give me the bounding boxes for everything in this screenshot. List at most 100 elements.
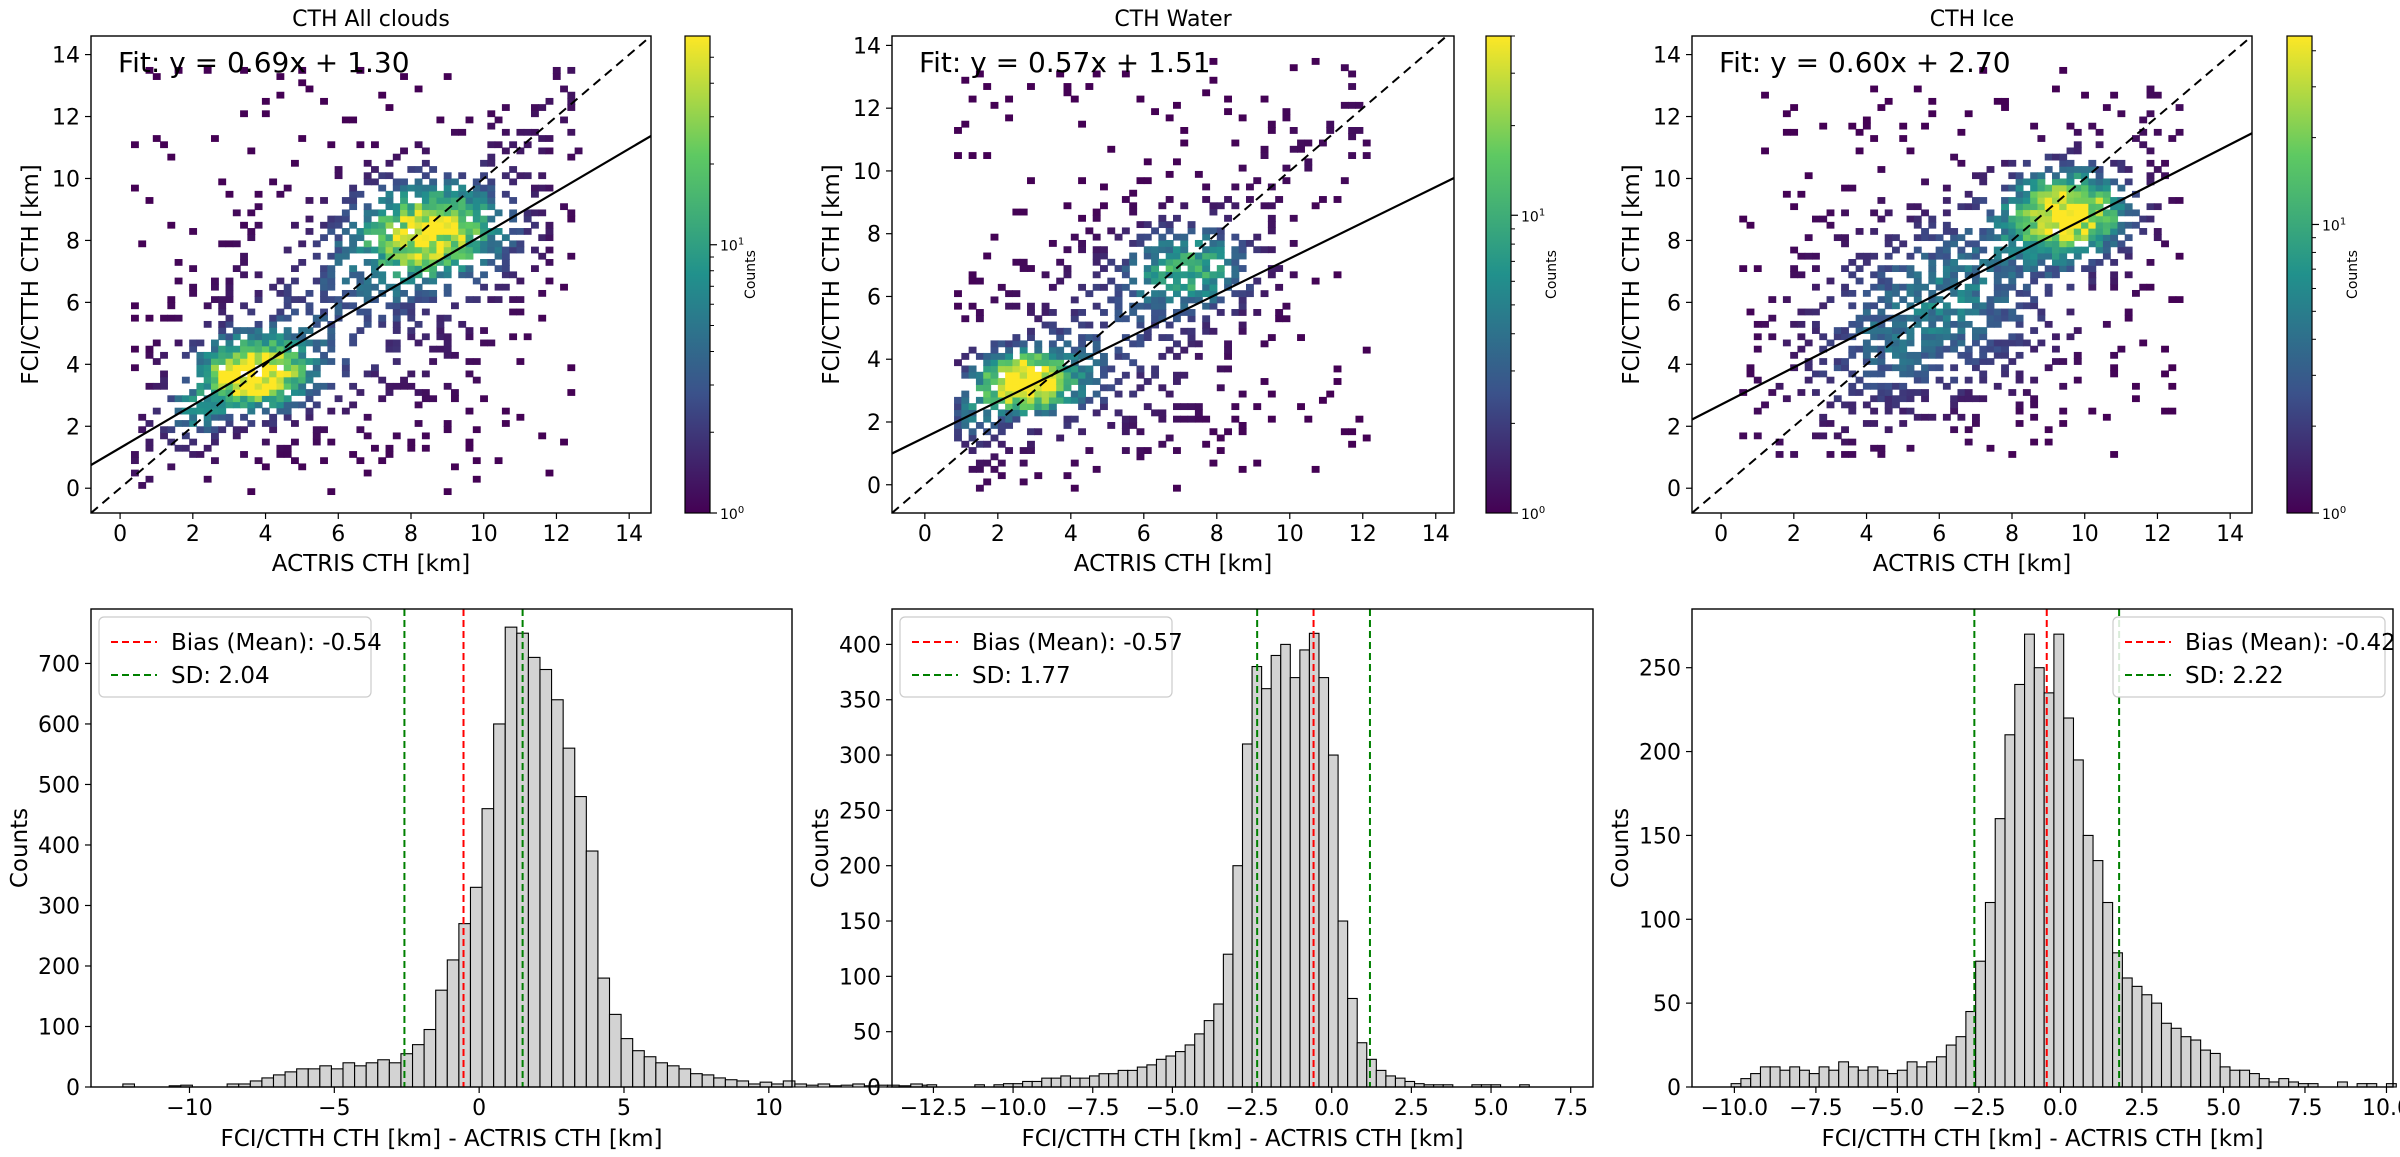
density-cell xyxy=(1964,358,1973,365)
density-cell xyxy=(291,277,299,285)
density-cell xyxy=(2102,234,2111,242)
density-cell xyxy=(1165,321,1174,329)
histogram-bar xyxy=(1984,901,1996,1088)
density-cell xyxy=(2146,178,2155,186)
x-tick-label: 14 xyxy=(615,522,643,547)
density-cell xyxy=(2102,246,2111,254)
density-cell xyxy=(334,395,343,403)
density-cell xyxy=(174,407,183,415)
density-cell xyxy=(451,463,459,471)
density-cell xyxy=(1092,465,1101,473)
density-cell xyxy=(211,413,219,421)
histogram-bar xyxy=(1327,754,1339,1088)
density-cell xyxy=(421,234,430,242)
colorbar-label: Counts xyxy=(1544,250,1560,299)
density-cell xyxy=(451,351,459,359)
density-cell xyxy=(1899,389,1908,396)
density-cell xyxy=(1862,339,1871,347)
density-cell xyxy=(2059,184,2068,192)
density-cell xyxy=(2015,420,2024,427)
density-cell xyxy=(1048,309,1057,316)
density-cell xyxy=(363,221,372,229)
density-cell xyxy=(2037,271,2046,279)
density-cell xyxy=(378,271,387,279)
density-cell xyxy=(1297,139,1305,147)
density-cell xyxy=(247,234,256,242)
density-cell xyxy=(225,389,234,396)
density-cell xyxy=(443,289,452,297)
density-cell xyxy=(472,209,481,217)
density-cell xyxy=(392,184,401,192)
density-cell xyxy=(356,389,365,396)
density-cell xyxy=(1129,277,1138,285)
density-cell xyxy=(400,376,408,384)
density-cell xyxy=(240,413,248,421)
density-cell xyxy=(291,438,299,446)
histogram-bar xyxy=(2258,1078,2270,1088)
density-cell xyxy=(1972,172,1980,180)
density-cell xyxy=(968,365,977,373)
density-cell xyxy=(2124,178,2133,186)
density-cell xyxy=(2095,166,2104,173)
density-cell xyxy=(2015,333,2024,341)
density-cell xyxy=(2030,252,2039,260)
density-cell xyxy=(305,327,314,334)
density-cell xyxy=(954,290,962,298)
density-cell xyxy=(1151,302,1160,310)
density-cell xyxy=(968,271,977,279)
density-cell xyxy=(2132,395,2140,403)
density-cell xyxy=(480,327,488,334)
density-cell xyxy=(1812,389,1820,396)
density-cell xyxy=(232,358,241,365)
density-cell xyxy=(1964,265,1973,273)
density-cell xyxy=(954,152,962,159)
density-cell xyxy=(1870,444,1879,452)
density-cell xyxy=(2030,296,2039,303)
density-cell xyxy=(1173,403,1181,411)
density-cell xyxy=(1972,203,1980,211)
density-cell xyxy=(1877,104,1886,111)
density-cell xyxy=(2044,184,2053,192)
density-cell xyxy=(1928,252,1937,260)
y-tick-label: 600 xyxy=(38,713,80,738)
density-cell xyxy=(2124,314,2133,322)
density-cell xyxy=(414,209,423,217)
density-cell xyxy=(1950,395,1959,403)
density-cell xyxy=(2110,283,2119,291)
density-cell xyxy=(1884,327,1893,334)
density-cell xyxy=(218,240,227,248)
density-cell xyxy=(2001,209,2009,217)
density-cell xyxy=(1848,184,1857,192)
density-cell xyxy=(1202,321,1211,329)
density-cell xyxy=(1979,66,1988,74)
density-cell xyxy=(1362,139,1371,147)
density-cell xyxy=(1121,447,1130,454)
density-cell xyxy=(2117,203,2126,211)
density-cell xyxy=(1870,283,1879,291)
density-cell xyxy=(2132,221,2140,229)
density-cell xyxy=(2081,172,2089,180)
density-cell xyxy=(1187,271,1196,279)
density-cell xyxy=(371,296,379,303)
density-cell xyxy=(1085,371,1094,379)
density-cell xyxy=(363,314,372,322)
histogram-bar xyxy=(435,989,448,1088)
density-cell xyxy=(1070,390,1079,398)
density-cell xyxy=(2022,209,2031,217)
y-tick-label: 0 xyxy=(867,474,881,499)
density-cell xyxy=(1348,133,1357,141)
x-tick-label: 4 xyxy=(1860,522,1874,547)
density-cell xyxy=(1826,420,1835,427)
density-cell xyxy=(385,444,394,452)
density-cell xyxy=(1790,351,1799,359)
density-cell xyxy=(1231,202,1240,210)
density-cell xyxy=(305,339,314,347)
density-cell xyxy=(1034,403,1043,411)
density-cell xyxy=(2088,197,2097,204)
density-cell xyxy=(2088,159,2097,167)
density-cell xyxy=(1921,178,1929,186)
density-cell xyxy=(480,283,488,291)
density-cell xyxy=(560,438,568,446)
density-cell xyxy=(1238,421,1247,429)
density-cell xyxy=(1012,290,1021,298)
